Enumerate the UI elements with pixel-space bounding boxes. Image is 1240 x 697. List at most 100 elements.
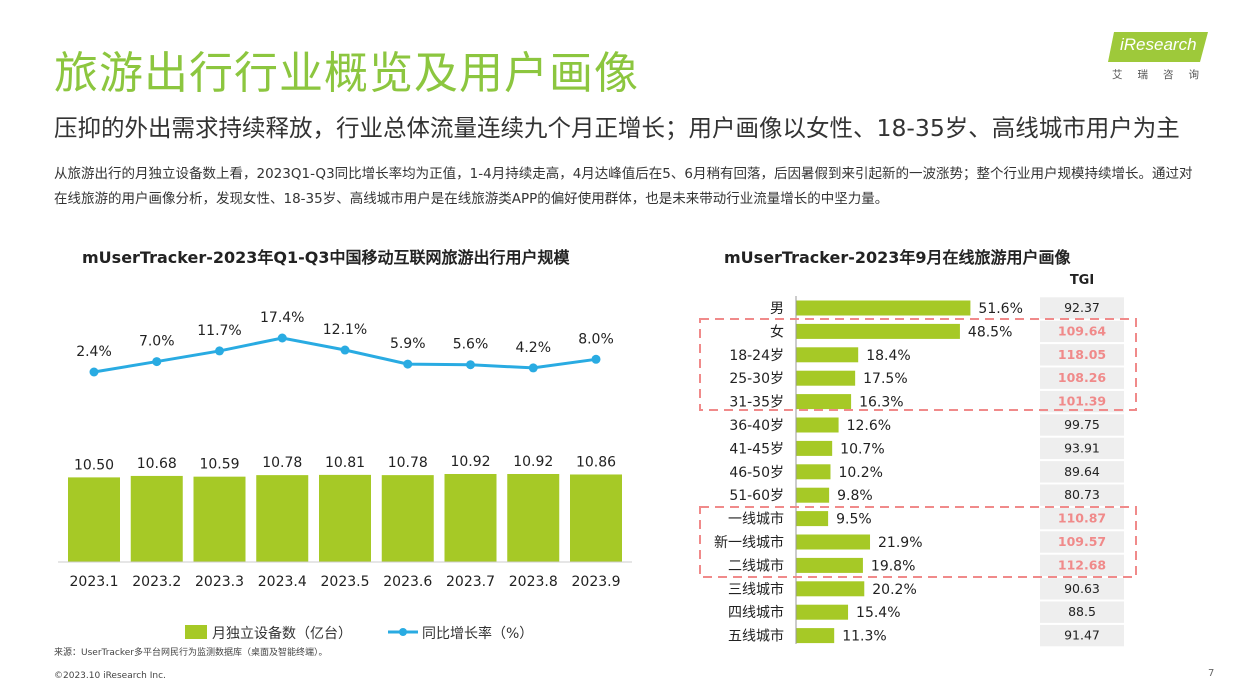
profile-value-label: 10.7% bbox=[840, 441, 884, 457]
profile-value-label: 48.5% bbox=[968, 324, 1012, 340]
profile-bar-女 bbox=[796, 323, 960, 339]
right-chart-title: mUserTracker-2023年9月在线旅游用户画像 bbox=[724, 248, 1071, 267]
growth-label: 11.7% bbox=[197, 323, 241, 339]
x-tick-label: 2023.9 bbox=[572, 574, 621, 590]
profile-bar-25-30岁 bbox=[796, 370, 856, 386]
category-label: 46-50岁 bbox=[729, 465, 784, 481]
tgi-cell bbox=[1040, 320, 1124, 343]
logo-brand: iResearch bbox=[1120, 35, 1197, 54]
growth-point bbox=[403, 359, 413, 369]
profile-bar-46-50岁 bbox=[796, 464, 831, 480]
profile-bar-一线城市 bbox=[796, 511, 829, 527]
tgi-cell bbox=[1040, 624, 1124, 647]
profile-bar-51-60岁 bbox=[796, 487, 830, 503]
tgi-value: 118.05 bbox=[1058, 347, 1106, 362]
growth-label: 2.4% bbox=[76, 344, 112, 360]
category-label: 31-35岁 bbox=[729, 395, 784, 411]
tgi-value: 92.37 bbox=[1064, 300, 1100, 315]
x-tick-label: 2023.7 bbox=[446, 574, 495, 590]
tgi-cell bbox=[1040, 390, 1124, 413]
bar-2023.8 bbox=[507, 473, 560, 562]
growth-label: 5.9% bbox=[390, 336, 426, 352]
growth-label: 7.0% bbox=[139, 334, 175, 350]
category-label: 三线城市 bbox=[728, 581, 784, 598]
legend-bar-label: 月独立设备数（亿台） bbox=[212, 625, 352, 642]
tgi-cell bbox=[1040, 297, 1124, 319]
growth-line-series: 2.4% 7.0% 11.7% 17.4% 12.1% 5.9% 5.6% 4.2% 8.0% bbox=[76, 310, 614, 377]
tgi-cell bbox=[1040, 484, 1124, 506]
legend-line-label: 同比增长率（%） bbox=[422, 625, 533, 642]
tgi-value: 99.75 bbox=[1064, 417, 1100, 432]
legend-line-marker bbox=[399, 628, 407, 636]
growth-point bbox=[152, 357, 162, 367]
profile-value-label: 18.4% bbox=[866, 348, 910, 364]
category-label: 女 bbox=[770, 323, 784, 340]
growth-point bbox=[466, 360, 475, 370]
bar-2023.4 bbox=[256, 475, 309, 562]
category-label: 一线城市 bbox=[728, 511, 784, 528]
user-profile-chart: TGI 男 51.6% 92.37 女 48.5% 109.64 18-24岁 18.4% 11… bbox=[699, 273, 1137, 647]
page-subtitle: 压抑的外出需求持续释放，行业总体流量连续九个月正增长；用户画像以女性、18-35… bbox=[54, 114, 1180, 142]
summary-text: 从旅游出行的月独立设备数上看，2023Q1-Q3同比增长率均为正值，1-4月持续… bbox=[54, 166, 1193, 207]
bar-2023.7 bbox=[444, 473, 497, 562]
left-chart-title: mUserTracker-2023年Q1-Q3中国移动互联网旅游出行用户规模 bbox=[82, 248, 570, 267]
profile-bar-新一线城市 bbox=[796, 534, 871, 550]
tgi-value: 90.63 bbox=[1064, 581, 1100, 596]
page-number: 7 bbox=[1208, 668, 1215, 679]
profile-value-label: 21.9% bbox=[878, 535, 922, 551]
profile-bar-五线城市 bbox=[796, 628, 835, 644]
tgi-value: 93.91 bbox=[1064, 440, 1100, 455]
tgi-value: 112.68 bbox=[1058, 557, 1106, 572]
user-scale-chart: 10.50 2023.1 10.68 2023.2 10.59 2023.3 10.78 20… bbox=[58, 310, 632, 642]
tgi-cell bbox=[1040, 554, 1124, 577]
category-label: 36-40岁 bbox=[729, 418, 784, 434]
profile-value-label: 20.2% bbox=[872, 582, 916, 598]
bar-2023.9 bbox=[570, 474, 622, 562]
tgi-value: 80.73 bbox=[1064, 487, 1100, 502]
x-tick-label: 2023.4 bbox=[258, 574, 307, 590]
profile-bar-二线城市 bbox=[796, 557, 863, 573]
growth-point bbox=[591, 354, 601, 364]
profile-value-label: 16.3% bbox=[859, 395, 903, 411]
bar-value-label: 10.86 bbox=[576, 454, 616, 470]
bar-2023.1 bbox=[68, 477, 120, 562]
logo-badge bbox=[1108, 32, 1208, 62]
bar-2023.5 bbox=[319, 474, 371, 562]
bar-value-label: 10.50 bbox=[74, 457, 114, 473]
tgi-cell bbox=[1040, 531, 1124, 553]
legend-bar-swatch bbox=[185, 625, 207, 639]
growth-label: 8.0% bbox=[578, 331, 614, 347]
x-tick-label: 2023.3 bbox=[195, 574, 244, 590]
growth-point bbox=[340, 345, 350, 355]
tgi-value: 91.47 bbox=[1064, 628, 1100, 643]
source-note: 来源：UserTracker多平台网民行为监测数据库（桌面及智能终端）。 bbox=[54, 648, 328, 658]
bar-value-label: 10.78 bbox=[388, 455, 428, 471]
bar-value-label: 10.92 bbox=[450, 454, 490, 470]
profile-value-label: 11.3% bbox=[842, 629, 886, 645]
tgi-cell bbox=[1040, 461, 1124, 483]
growth-point bbox=[89, 367, 99, 377]
tgi-value: 109.57 bbox=[1058, 534, 1106, 549]
x-tick-label: 2023.8 bbox=[509, 574, 558, 590]
tgi-cell bbox=[1040, 507, 1124, 530]
tgi-cell bbox=[1040, 578, 1124, 600]
tier-city-highlight-box bbox=[699, 506, 1137, 578]
tgi-cell bbox=[1040, 437, 1124, 460]
profile-value-label: 12.6% bbox=[847, 418, 891, 434]
profile-bar-31-35岁 bbox=[796, 394, 852, 410]
legend: 月独立设备数（亿台） 同比增长率（%） bbox=[185, 625, 533, 642]
profile-value-label: 19.8% bbox=[871, 558, 915, 574]
growth-label: 5.6% bbox=[453, 337, 489, 353]
tgi-value: 108.26 bbox=[1058, 370, 1107, 385]
profile-bar-三线城市 bbox=[796, 581, 865, 597]
bar-series: 10.50 2023.1 10.68 2023.2 10.59 2023.3 10.78 20… bbox=[58, 454, 632, 590]
bar-value-label: 10.59 bbox=[199, 457, 239, 473]
x-tick-label: 2023.1 bbox=[70, 574, 119, 590]
bar-2023.6 bbox=[381, 475, 434, 562]
tgi-cell bbox=[1040, 601, 1124, 623]
profile-bar-男 bbox=[796, 300, 971, 316]
female-age-highlight-box bbox=[699, 318, 1137, 411]
profile-bar-四线城市 bbox=[796, 604, 849, 620]
tgi-value: 101.39 bbox=[1058, 394, 1106, 409]
bar-2023.2 bbox=[130, 475, 183, 562]
